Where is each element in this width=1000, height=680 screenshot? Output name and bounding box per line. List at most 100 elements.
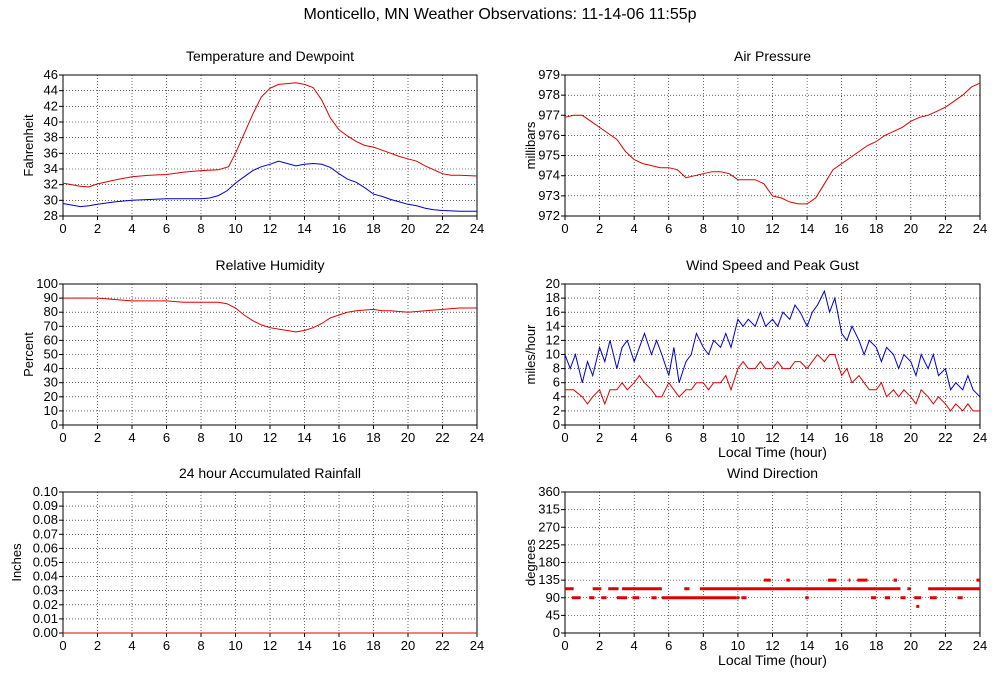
x-tick-label: 8 (197, 430, 204, 445)
pressure-series-0-line (564, 82, 981, 205)
y-tick-label: 44 (44, 83, 58, 98)
x-tick-label: 14 (297, 221, 311, 236)
x-tick-label: 2 (94, 638, 101, 653)
y-tick-label: 12 (546, 332, 560, 347)
x-tick-label: 14 (297, 430, 311, 445)
y-tick-label: 4 (553, 389, 560, 404)
y-axis-label: degrees (523, 539, 538, 586)
x-tick-label: 6 (163, 430, 170, 445)
y-tick-label: 30 (44, 192, 58, 207)
y-tick-label: 16 (546, 304, 560, 319)
temp-series-0-line (62, 82, 478, 188)
y-tick-label: 18 (546, 290, 560, 305)
x-tick-label: 20 (904, 638, 918, 653)
x-tick-label: 6 (665, 221, 672, 236)
x-tick-label: 22 (938, 430, 952, 445)
y-tick-label: 0.02 (33, 597, 58, 612)
x-axis-label: Local Time (hour) (718, 444, 827, 460)
y-tick-label: 80 (44, 304, 58, 319)
y-tick-label: 0.07 (33, 526, 58, 541)
y-tick-label: 36 (44, 145, 58, 160)
x-tick-label: 18 (366, 638, 380, 653)
y-tick-label: 100 (36, 276, 58, 291)
x-tick-label: 8 (197, 221, 204, 236)
y-tick-label: 975 (538, 148, 560, 163)
y-tick-label: 973 (538, 188, 560, 203)
chart-title: Air Pressure (734, 48, 811, 64)
y-tick-label: 28 (44, 208, 58, 223)
x-tick-label: 24 (470, 430, 484, 445)
y-tick-label: 0.03 (33, 583, 58, 598)
x-tick-label: 0 (561, 430, 568, 445)
x-tick-label: 10 (731, 221, 745, 236)
y-tick-label: 0.04 (33, 569, 58, 584)
y-tick-label: 42 (44, 98, 58, 113)
x-tick-label: 18 (366, 221, 380, 236)
x-tick-label: 6 (665, 430, 672, 445)
x-tick-label: 2 (94, 430, 101, 445)
x-tick-label: 16 (834, 430, 848, 445)
y-tick-label: 34 (44, 161, 58, 176)
y-tick-label: 0 (553, 417, 560, 432)
x-tick-label: 18 (869, 221, 883, 236)
x-tick-label: 20 (904, 221, 918, 236)
x-tick-label: 14 (800, 430, 814, 445)
x-tick-label: 6 (163, 638, 170, 653)
humidity-series-0-line (63, 297, 477, 333)
y-tick-label: 0.01 (33, 611, 58, 626)
x-tick-label: 20 (401, 430, 415, 445)
x-tick-label: 2 (596, 638, 603, 653)
y-tick-label: 0.09 (33, 498, 58, 513)
y-tick-label: 0.06 (33, 540, 58, 555)
x-tick-label: 8 (197, 638, 204, 653)
x-tick-label: 20 (904, 430, 918, 445)
y-axis-label: millibars (523, 121, 538, 169)
x-tick-label: 16 (834, 638, 848, 653)
x-tick-label: 12 (263, 430, 277, 445)
x-tick-label: 20 (401, 638, 415, 653)
x-tick-label: 20 (401, 221, 415, 236)
x-tick-label: 6 (163, 221, 170, 236)
page-title: Monticello, MN Weather Observations: 11-… (303, 6, 697, 23)
y-tick-label: 10 (546, 347, 560, 362)
wind-series-1-line (565, 353, 980, 412)
x-tick-label: 16 (834, 221, 848, 236)
y-tick-label: 978 (538, 87, 560, 102)
y-tick-label: 315 (538, 502, 560, 517)
x-axis-label: Local Time (hour) (718, 652, 827, 668)
y-tick-label: 979 (538, 67, 560, 82)
chart-title: Temperature and Dewpoint (186, 48, 354, 64)
chart-title: Wind Direction (727, 465, 818, 481)
x-tick-label: 0 (561, 638, 568, 653)
y-tick-label: 40 (44, 114, 58, 129)
y-tick-label: 90 (546, 590, 560, 605)
y-tick-label: 180 (538, 555, 560, 570)
x-tick-label: 12 (765, 638, 779, 653)
y-tick-label: 20 (44, 389, 58, 404)
x-tick-label: 24 (973, 638, 987, 653)
x-tick-label: 4 (631, 221, 638, 236)
x-tick-label: 2 (596, 430, 603, 445)
x-tick-label: 16 (332, 638, 346, 653)
direction-point (916, 604, 920, 608)
y-tick-label: 70 (44, 318, 58, 333)
x-tick-label: 12 (263, 221, 277, 236)
y-tick-label: 32 (44, 177, 58, 192)
x-tick-label: 10 (228, 221, 242, 236)
y-tick-label: 0.00 (33, 625, 58, 640)
y-tick-label: 974 (538, 168, 560, 183)
x-tick-label: 18 (869, 638, 883, 653)
x-tick-label: 10 (731, 638, 745, 653)
x-tick-label: 14 (297, 638, 311, 653)
x-tick-label: 0 (59, 638, 66, 653)
x-tick-label: 24 (973, 430, 987, 445)
y-tick-label: 972 (538, 208, 560, 223)
x-tick-label: 10 (731, 430, 745, 445)
wind-series-0-line (564, 289, 981, 398)
x-tick-label: 24 (973, 221, 987, 236)
y-tick-label: 90 (44, 290, 58, 305)
x-tick-label: 4 (631, 638, 638, 653)
x-tick-label: 22 (435, 221, 449, 236)
